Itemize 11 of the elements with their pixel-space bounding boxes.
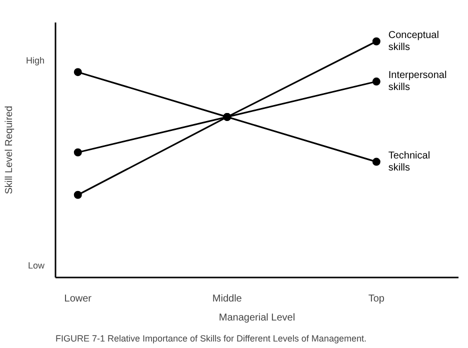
x-tick-label: Lower xyxy=(64,294,92,304)
caption: FIGURE 7-1 Relative Importance of Skills for Different Levels of Management. xyxy=(56,334,366,344)
text: High xyxy=(26,55,45,66)
x-tick-label: Middle xyxy=(212,294,242,304)
y-axis-title: Skill Level Required xyxy=(4,106,15,194)
series-label: Technical skills xyxy=(388,150,430,174)
x-axis-title: Managerial Level xyxy=(218,312,296,324)
x-tick-label: Top xyxy=(368,294,385,304)
text: Low xyxy=(28,260,45,271)
series-label: Interpersonal skills xyxy=(388,70,447,94)
series-label: Conceptual skills xyxy=(388,30,439,53)
